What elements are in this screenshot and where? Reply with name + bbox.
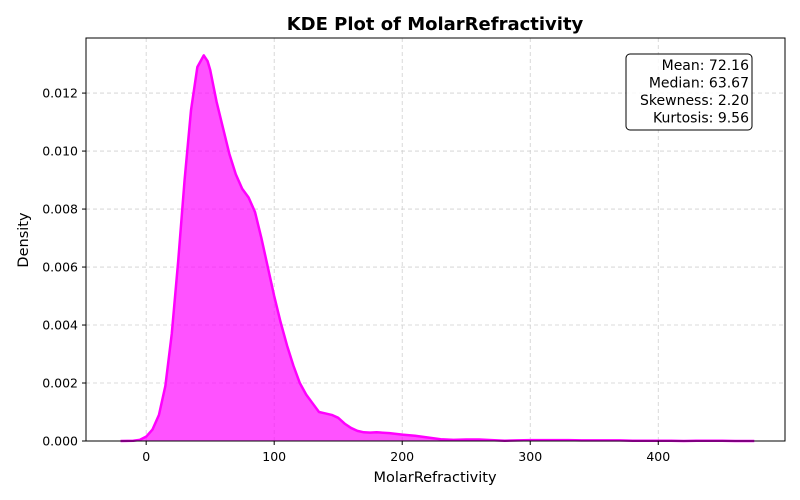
x-axis-ticks: 0 100 200 300 400 bbox=[142, 441, 670, 464]
y-tick-label: 0.012 bbox=[42, 86, 78, 101]
x-tick-label: 200 bbox=[390, 449, 414, 464]
y-tick-label: 0.000 bbox=[42, 434, 78, 449]
x-tick-label: 400 bbox=[646, 449, 670, 464]
kde-curve-line bbox=[120, 54, 755, 443]
x-axis-label: MolarRefractivity bbox=[373, 470, 497, 486]
y-axis-label: Density bbox=[16, 212, 32, 268]
x-tick-label: 300 bbox=[518, 449, 542, 464]
y-tick-label: 0.004 bbox=[42, 318, 78, 333]
y-tick-label: 0.010 bbox=[42, 144, 78, 159]
stats-line: Skewness: 2.20 bbox=[640, 93, 749, 109]
plot-area bbox=[120, 54, 755, 443]
kde-area-fill bbox=[120, 55, 755, 442]
y-tick-label: 0.002 bbox=[42, 376, 78, 391]
stats-line: Median: 63.67 bbox=[649, 76, 749, 92]
stats-line: Kurtosis: 9.56 bbox=[653, 111, 749, 127]
plot-frame bbox=[85, 37, 786, 442]
y-tick-label: 0.008 bbox=[42, 202, 78, 217]
stats-box-frame bbox=[625, 53, 753, 131]
chart-title: KDE Plot of MolarRefractivity bbox=[287, 14, 584, 35]
y-tick-label: 0.006 bbox=[42, 260, 78, 275]
x-tick-label: 0 bbox=[142, 449, 150, 464]
stats-line: Mean: 72.16 bbox=[662, 58, 749, 74]
x-tick-label: 100 bbox=[262, 449, 286, 464]
y-axis-ticks: 0.000 0.002 0.004 0.006 0.008 0.010 0.012 bbox=[42, 86, 86, 449]
